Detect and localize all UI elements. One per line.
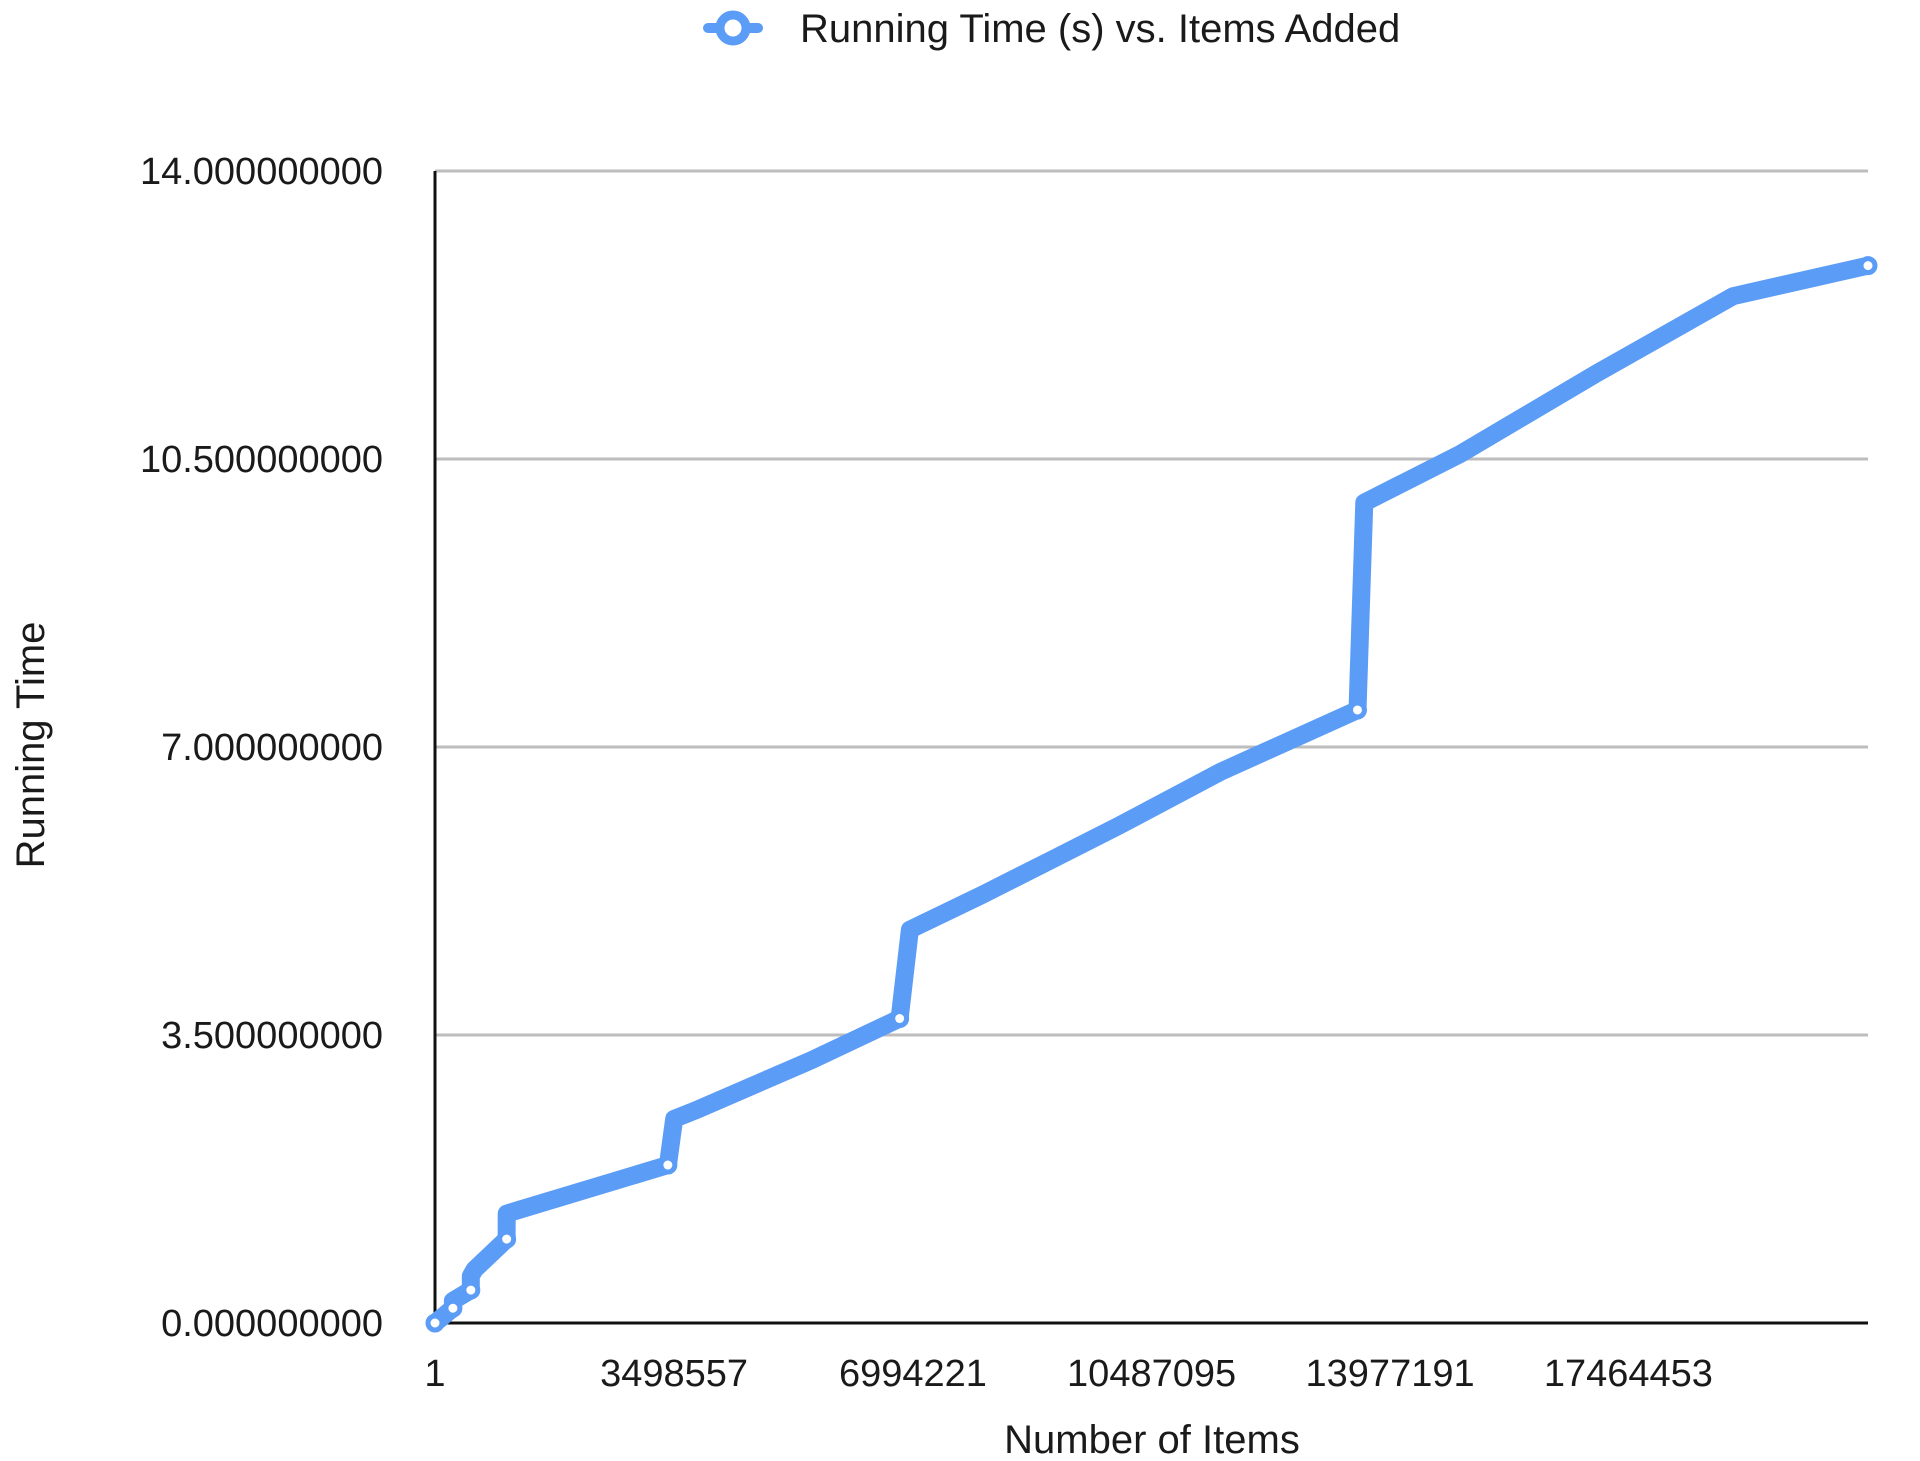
x-tick-label: 1 [424,1353,445,1395]
y-tick-labels: 0.000000000 3.500000000 7.000000000 10.5000… [140,151,383,1345]
data-point [1858,256,1878,276]
x-axis-title: Number of Items [1004,1418,1300,1461]
y-tick-label: 14.000000000 [140,151,383,193]
y-tick-label: 0.000000000 [161,1303,383,1345]
data-point [443,1298,463,1318]
y-tick-label: 10.500000000 [140,439,383,481]
y-tick-label: 7.000000000 [161,727,383,769]
x-tick-label: 17464453 [1544,1353,1713,1395]
x-tick-label: 13977191 [1306,1353,1475,1395]
data-point [890,1009,910,1029]
data-point [497,1229,517,1249]
gridlines [435,169,1868,1037]
y-axis-title: Running Time [9,622,53,869]
data-point [658,1155,678,1175]
series-layer [425,256,1878,1333]
x-tick-labels: 1 3498557 6994221 10487095 13977191 17464453 [424,1353,1712,1395]
y-tick-label: 3.500000000 [161,1015,383,1057]
legend-circle-marker [715,10,751,46]
x-tick-label: 3498557 [600,1353,748,1395]
data-point [1347,700,1367,720]
x-tick-label: 6994221 [839,1353,987,1395]
axes [433,171,1868,1325]
x-tick-label: 10487095 [1067,1353,1236,1395]
series-line [426,256,1877,1332]
legend-label: Running Time (s) vs. Items Added [800,7,1400,51]
data-point [425,1313,445,1333]
legend: Running Time (s) vs. Items Added [703,7,1400,51]
data-point [461,1280,481,1300]
